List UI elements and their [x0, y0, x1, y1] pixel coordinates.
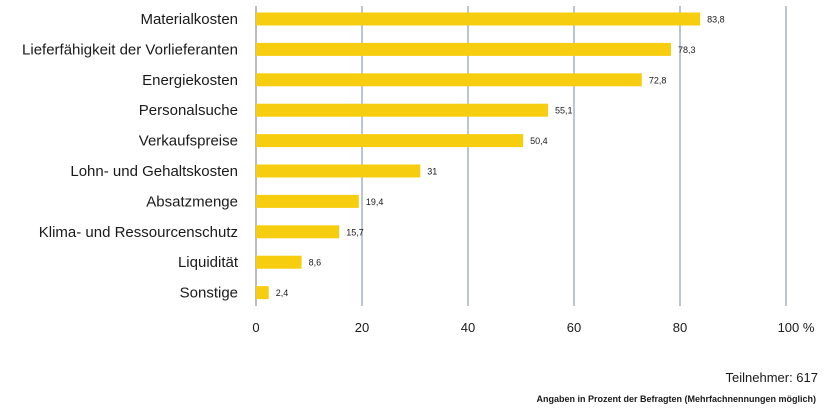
category-label: Verkaufspreise — [139, 133, 238, 150]
x-tick-label: 40 — [461, 320, 475, 335]
value-label: 83,8 — [707, 15, 725, 25]
bar-chart: Materialkosten Lieferfähigkeit der Vorlie… — [22, 6, 815, 335]
category-label: Materialkosten — [140, 11, 238, 28]
value-label: 78,3 — [678, 45, 696, 55]
x-axis-ticks: 0 20 40 60 80 100 % — [252, 320, 814, 335]
value-label: 50,4 — [530, 136, 548, 146]
bar — [256, 286, 269, 300]
grid-lines — [255, 6, 787, 306]
value-label: 55,1 — [555, 106, 573, 116]
bar — [256, 103, 549, 117]
x-tick-label: 100 % — [778, 320, 815, 335]
category-label: Lohn- und Gehaltskosten — [70, 163, 238, 180]
bar — [256, 164, 421, 178]
value-label: 19,4 — [366, 197, 384, 207]
bar — [256, 134, 524, 148]
bar — [256, 73, 642, 87]
bar — [256, 255, 302, 269]
participants-count: Teilnehmer: 617 — [725, 370, 819, 385]
category-label: Personalsuche — [139, 102, 238, 119]
category-label: Lieferfähigkeit der Vorlieferanten — [22, 41, 238, 58]
bar — [256, 194, 359, 208]
bar — [256, 42, 671, 56]
bar — [256, 225, 340, 239]
value-labels: 83,8 78,3 72,8 55,1 50,4 31 19,4 15,7 8,6 2,4 — [276, 15, 725, 299]
category-label: Sonstige — [180, 285, 238, 302]
value-label: 2,4 — [276, 288, 289, 298]
bars — [256, 12, 701, 300]
value-label: 72,8 — [649, 75, 667, 85]
value-label: 8,6 — [309, 258, 322, 268]
bar — [256, 12, 701, 26]
value-label: 31 — [427, 167, 437, 177]
x-tick-label: 0 — [252, 320, 259, 335]
category-labels: Materialkosten Lieferfähigkeit der Vorlie… — [22, 11, 239, 302]
footnote: Angaben in Prozent der Befragten (Mehrfa… — [536, 394, 816, 404]
x-tick-label: 60 — [567, 320, 581, 335]
category-label: Klima- und Ressourcenschutz — [39, 224, 238, 241]
category-label: Absatzmenge — [146, 193, 238, 210]
x-tick-label: 20 — [355, 320, 369, 335]
category-label: Liquidität — [178, 254, 239, 271]
x-tick-label: 80 — [673, 320, 687, 335]
category-label: Energiekosten — [142, 72, 238, 89]
value-label: 15,7 — [346, 227, 364, 237]
